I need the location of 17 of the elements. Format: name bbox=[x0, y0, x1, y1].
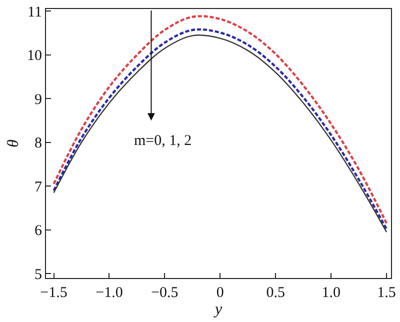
y-tick-label: 5 bbox=[34, 266, 42, 283]
annotation: m=0, 1, 2 bbox=[134, 133, 192, 149]
y-axis-title: θ bbox=[4, 139, 22, 148]
y-tick-label: 10 bbox=[27, 48, 42, 64]
x-tick-label: 1.5 bbox=[377, 285, 396, 301]
x-tick-label: −0.5 bbox=[151, 285, 178, 301]
x-tick-label: 0 bbox=[216, 285, 224, 301]
x-axis-title: y bbox=[212, 301, 223, 318]
y-tick-label: 9 bbox=[34, 92, 42, 108]
x-tick-label: −1.5 bbox=[40, 285, 68, 301]
y-tick-label: 6 bbox=[34, 223, 42, 240]
x-tick-label: −1.0 bbox=[96, 285, 123, 301]
y-tick-label: 11 bbox=[28, 4, 42, 20]
x-tick-label: 1.0 bbox=[322, 285, 340, 301]
y-tick-label: 8 bbox=[34, 136, 42, 152]
x-tick-label: 0.5 bbox=[266, 285, 286, 301]
y-tick-label: 7 bbox=[34, 179, 42, 196]
